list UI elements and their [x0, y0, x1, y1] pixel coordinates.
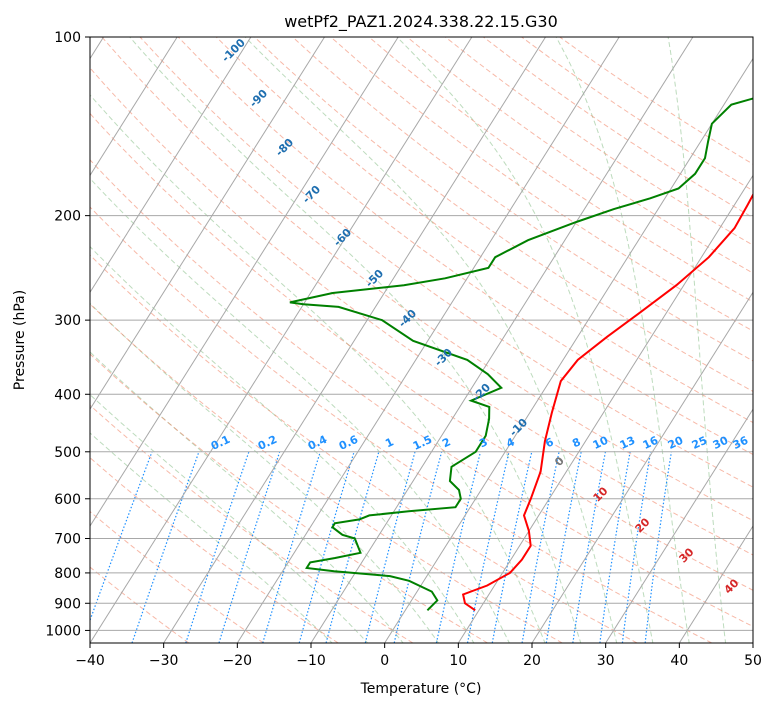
isotherm-line — [90, 37, 473, 643]
moist-adiabat — [555, 37, 690, 643]
moist-adiabats — [90, 37, 727, 643]
sounding-curves — [289, 97, 753, 612]
mixing-ratio-label: 30 — [711, 434, 731, 452]
isotherm-grid — [90, 37, 753, 643]
dewpoint-line — [289, 97, 753, 612]
isotherm-line — [236, 37, 620, 643]
y-tick-label: 100 — [54, 30, 81, 46]
isotherm-line — [384, 57, 753, 643]
mixing-ratio-line — [298, 451, 355, 643]
mixing-ratio-line — [466, 451, 510, 643]
x-tick-label: −20 — [223, 653, 253, 669]
dry-adiabat — [254, 37, 753, 392]
mixing-ratio-label: 36 — [731, 434, 751, 452]
mixing-ratio-label: 13 — [618, 434, 637, 452]
mixing-ratio-line — [262, 451, 321, 643]
moist-adiabat — [396, 37, 654, 643]
y-tick-label: 1000 — [45, 623, 81, 639]
temperature-line — [461, 192, 753, 612]
x-tick-label: −30 — [149, 653, 179, 669]
dry-adiabat — [90, 206, 712, 643]
isotherm-line — [90, 37, 399, 528]
x-axis-ticks: −40 −30 −20 −10 0 10 20 30 40 50 — [75, 643, 762, 669]
mixing-ratio-line — [325, 451, 380, 643]
isotherm-line — [605, 408, 753, 643]
dry-adiabat — [90, 254, 638, 643]
dry-adiabat — [90, 159, 753, 628]
moist-adiabat — [90, 245, 475, 643]
x-tick-label: 10 — [449, 653, 467, 669]
isotherm-line — [310, 37, 694, 643]
y-tick-label: 900 — [54, 596, 81, 612]
y-axis-ticks: 100 200 300 400 500 600 700 800 900 1000 — [45, 30, 90, 639]
isotherm-line — [90, 37, 178, 177]
x-axis-label: Temperature (°C) — [360, 681, 482, 697]
y-axis-label: Pressure (hPa) — [12, 290, 28, 390]
mixing-ratio-line — [364, 451, 416, 643]
moist-adiabat — [90, 393, 369, 643]
moist-adiabat — [244, 37, 618, 643]
isotherm-line — [163, 37, 546, 643]
isotherm-line — [90, 37, 325, 411]
y-tick-label: 500 — [54, 445, 81, 461]
mixing-ratio-label: 10 — [591, 434, 611, 452]
isobar-grid — [90, 37, 753, 631]
isotherm-line — [90, 37, 252, 294]
dry-adiabat — [90, 303, 563, 643]
moist-adiabat — [90, 177, 510, 643]
mixing-ratio-label: 20 — [666, 434, 686, 452]
moist-adiabat — [667, 37, 727, 643]
x-tick-label: 0 — [380, 653, 389, 669]
x-tick-label: −10 — [296, 653, 326, 669]
dry-adiabat — [90, 67, 753, 556]
mixing-ratio-line — [131, 451, 200, 643]
mixing-ratio-line — [218, 451, 281, 643]
y-tick-label: 600 — [54, 492, 81, 508]
moist-adiabat — [90, 302, 440, 643]
isotherm-line — [531, 291, 753, 643]
mixing-ratio-label: 16 — [641, 434, 661, 452]
mixing-ratio-line — [435, 451, 482, 643]
dry-adiabat — [90, 457, 339, 643]
dry-adiabat — [90, 510, 264, 643]
x-tick-label: 20 — [523, 653, 541, 669]
mixing-ratio-line — [185, 451, 250, 643]
dry-adiabat — [90, 353, 488, 643]
y-tick-label: 700 — [54, 532, 81, 548]
x-tick-label: 30 — [597, 653, 615, 669]
y-tick-label: 400 — [54, 387, 81, 403]
isotherm-line — [678, 525, 753, 643]
dry-adiabat — [292, 37, 753, 362]
mixing-ratio-label: 25 — [690, 434, 709, 452]
x-tick-label: 50 — [744, 653, 762, 669]
y-tick-label: 300 — [54, 313, 81, 329]
mixing-ratio-line — [491, 451, 533, 643]
x-tick-label: −40 — [75, 653, 105, 669]
y-tick-label: 800 — [54, 566, 81, 582]
dry-adiabat — [101, 37, 753, 522]
moist-adiabat — [129, 37, 582, 643]
moist-adiabat — [90, 351, 404, 643]
dry-adiabat — [139, 37, 753, 488]
dry-adiabat — [215, 37, 753, 424]
chart-title: wetPf2_PAZ1.2024.338.22.15.G30 — [284, 12, 558, 32]
mixing-ratio-line — [521, 451, 560, 643]
plot-frame — [89, 36, 754, 644]
plot-area: -100-90-80-70-60-50-40-30-20-100.1 0.2 0.4… — [90, 37, 753, 643]
x-tick-label: 40 — [670, 653, 688, 669]
isotherm-line — [457, 174, 753, 643]
dry-adiabat — [90, 112, 753, 591]
y-tick-label: 200 — [54, 209, 81, 225]
